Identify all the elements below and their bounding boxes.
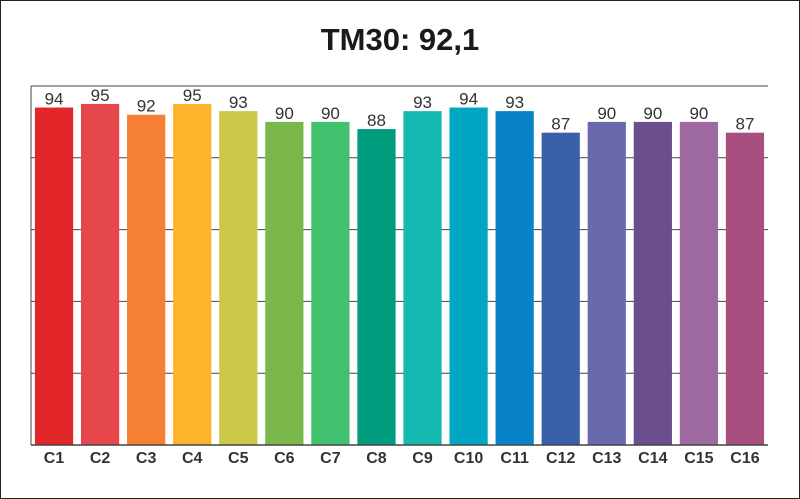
value-label: 95 (183, 86, 202, 105)
x-tick-label: C7 (320, 450, 341, 467)
x-tick-label: C4 (182, 450, 203, 467)
value-label: 88 (367, 111, 386, 130)
value-label: 90 (321, 104, 340, 123)
value-label: 90 (597, 104, 616, 123)
bar-c6 (265, 121, 304, 446)
x-tick-label: C6 (274, 450, 295, 467)
x-tick-label: C14 (638, 450, 667, 467)
x-tick-label: C16 (730, 450, 759, 467)
bar-c14 (633, 121, 672, 446)
value-label: 93 (505, 93, 524, 112)
value-label: 87 (551, 115, 570, 134)
chart-title: TM30: 92,1 (320, 22, 480, 57)
x-tick-label: C3 (136, 450, 157, 467)
bar-c11 (495, 111, 534, 445)
x-tick-label: C5 (228, 450, 249, 467)
bar-c9 (403, 111, 442, 445)
value-label: 94 (45, 90, 64, 109)
x-tick-label: C1 (44, 450, 65, 467)
bar-c5 (219, 111, 258, 445)
x-tick-label: C2 (90, 450, 111, 467)
value-label: 94 (459, 90, 478, 109)
bar-c3 (127, 114, 166, 445)
bars (34, 103, 765, 446)
value-label: 95 (91, 86, 110, 105)
bar-c2 (80, 103, 120, 445)
x-tick-label: C10 (454, 450, 483, 467)
bar-c10 (449, 107, 488, 445)
bar-c15 (679, 121, 719, 446)
bar-c4 (173, 103, 212, 445)
value-label: 93 (229, 93, 248, 112)
value-label: 90 (689, 104, 708, 123)
value-label: 90 (275, 104, 294, 123)
value-label: 87 (736, 115, 755, 134)
x-tick-labels: C1 C2 C3 C4 C5 C6 C7 C8 C9 C10 C11 C12 C13 C14 C15 C16 (44, 450, 760, 467)
bar-c7 (311, 121, 350, 446)
bar-c12 (541, 132, 580, 446)
axes (30, 86, 768, 446)
bar-c16 (725, 132, 765, 446)
x-tick-label: C11 (500, 450, 529, 467)
value-label: 92 (137, 97, 156, 116)
x-tick-label: C13 (592, 450, 621, 467)
x-tick-label: C15 (684, 450, 713, 467)
bar-c13 (587, 121, 626, 446)
bar-c1 (34, 107, 74, 445)
value-labels: 94 95 92 95 93 90 90 88 93 94 93 87 90 90 90 87 (45, 86, 755, 134)
value-label: 90 (643, 104, 662, 123)
x-tick-label: C8 (366, 450, 387, 467)
bar-c8 (357, 129, 396, 445)
value-label: 93 (413, 93, 432, 112)
x-tick-label: C9 (412, 450, 433, 467)
x-tick-label: C12 (546, 450, 575, 467)
